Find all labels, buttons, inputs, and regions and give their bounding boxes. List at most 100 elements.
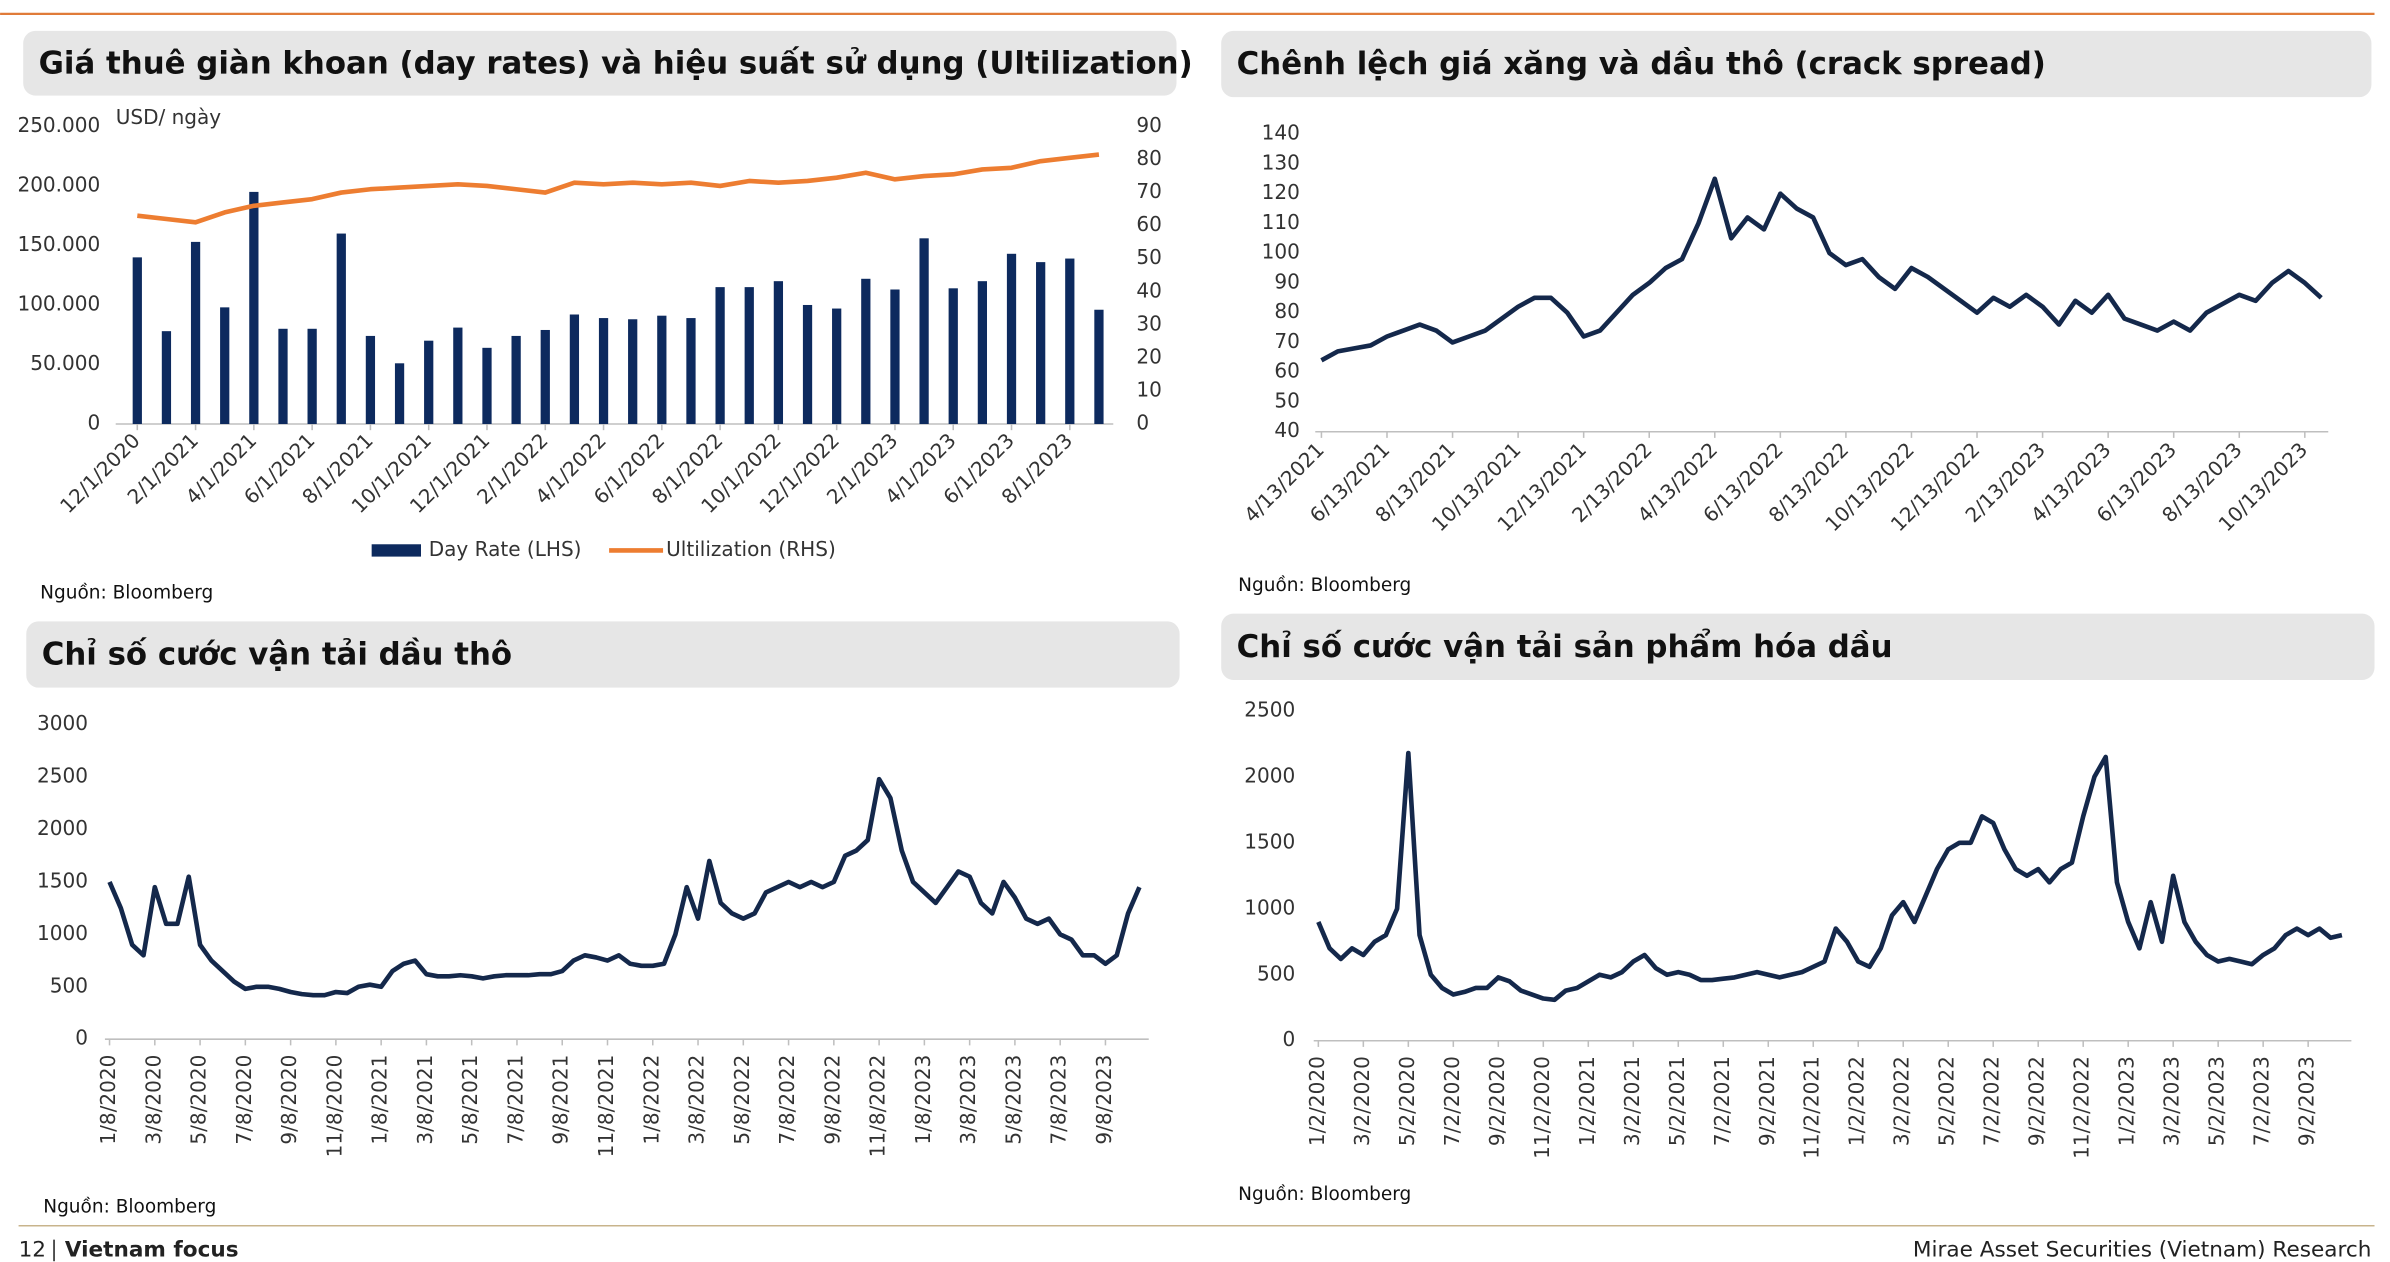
y2-tick-label: 10 bbox=[1136, 377, 1162, 401]
x-tick-label: 11/8/2021 bbox=[594, 1055, 618, 1158]
y-tick-label: 140 bbox=[1262, 121, 1300, 145]
x-tick-label: 11/8/2022 bbox=[866, 1055, 890, 1158]
bar bbox=[278, 328, 288, 425]
x-tick-label: 7/8/2020 bbox=[232, 1055, 256, 1145]
y-tick-label: 100 bbox=[1262, 240, 1300, 264]
bar bbox=[1094, 309, 1104, 425]
title-box bbox=[26, 621, 1180, 688]
x-tick-label: 3/2/2022 bbox=[1890, 1056, 1914, 1146]
x-tick-label: 11/8/2020 bbox=[322, 1055, 346, 1158]
x-tick-label: 1/2/2020 bbox=[1305, 1056, 1329, 1146]
y-tick-label: 500 bbox=[1257, 961, 1295, 985]
bar bbox=[161, 331, 172, 425]
y-tick-label: 1500 bbox=[1244, 829, 1295, 853]
y-tick-label: 0 bbox=[1282, 1027, 1295, 1051]
y-tick-label: 3000 bbox=[37, 711, 88, 735]
bar bbox=[132, 257, 142, 425]
x-tick-label: 5/8/2022 bbox=[730, 1055, 754, 1145]
source-note: Nguồn: Bloomberg bbox=[43, 1196, 216, 1217]
footer-publisher: Mirae Asset Securities (Vietnam) Researc… bbox=[1913, 1237, 2372, 1262]
y2-tick-label: 30 bbox=[1136, 311, 1162, 335]
legend-label: Ultilization (RHS) bbox=[666, 537, 836, 561]
bar bbox=[190, 241, 201, 425]
y2-tick-label: 20 bbox=[1136, 344, 1162, 368]
bar bbox=[890, 289, 900, 425]
y-tick-label: 150.000 bbox=[17, 232, 100, 256]
y2-tick-label: 70 bbox=[1136, 179, 1162, 203]
y2-tick-label: 40 bbox=[1136, 278, 1162, 302]
legend-swatch bbox=[371, 544, 421, 557]
x-tick-label: 11/2/2021 bbox=[1800, 1056, 1824, 1159]
data-line bbox=[1320, 176, 2323, 363]
bar bbox=[948, 288, 958, 425]
x-tick-label: 3/8/2022 bbox=[685, 1055, 709, 1145]
x-tick-label: 1/8/2022 bbox=[639, 1055, 663, 1145]
bar bbox=[453, 327, 463, 425]
y-tick-label: 90 bbox=[1274, 269, 1300, 293]
x-tick-label: 7/2/2021 bbox=[1710, 1056, 1734, 1146]
x-tick-label: 5/2/2022 bbox=[1935, 1056, 1959, 1146]
bar bbox=[1065, 258, 1075, 425]
source-note: Nguồn: Bloomberg bbox=[1238, 1184, 1411, 1205]
x-tick-label: 7/8/2021 bbox=[503, 1055, 527, 1145]
x-tick-label: 5/2/2020 bbox=[1395, 1056, 1419, 1146]
chart-title: Chỉ số cước vận tải sản phẩm hóa dầu bbox=[1237, 629, 1893, 665]
y2-tick-label: 90 bbox=[1136, 113, 1162, 137]
x-tick-label: 5/2/2023 bbox=[2205, 1056, 2229, 1146]
x-tick-label: 9/8/2020 bbox=[277, 1055, 301, 1145]
bar bbox=[482, 347, 492, 425]
bar bbox=[569, 314, 580, 425]
y-tick-label: 40 bbox=[1274, 418, 1300, 442]
chart-title: Chỉ số cước vận tải dầu thô bbox=[42, 637, 512, 673]
page-number: 12 bbox=[19, 1237, 46, 1262]
x-tick-label: 7/2/2022 bbox=[1980, 1056, 2004, 1146]
x-tick-label: 7/8/2022 bbox=[775, 1055, 799, 1145]
data-line bbox=[137, 152, 1100, 225]
y-tick-label: 60 bbox=[1274, 359, 1300, 383]
data-line bbox=[1316, 750, 2343, 1003]
bar bbox=[686, 318, 696, 425]
y-tick-label: 0 bbox=[75, 1026, 88, 1050]
footer-section: Vietnam focus bbox=[65, 1237, 239, 1262]
bar bbox=[540, 329, 550, 425]
x-tick-label: 11/2/2020 bbox=[1530, 1056, 1554, 1159]
bar bbox=[1006, 253, 1017, 425]
bar bbox=[249, 191, 259, 425]
y-tick-label: 0 bbox=[88, 411, 101, 435]
y-tick-label: 130 bbox=[1262, 150, 1300, 174]
y-tick-label: 2500 bbox=[1244, 697, 1295, 721]
x-tick-label: 3/8/2021 bbox=[413, 1055, 437, 1145]
bar bbox=[511, 335, 521, 425]
bar bbox=[628, 319, 638, 425]
x-tick-label: 5/8/2023 bbox=[1001, 1055, 1025, 1145]
x-tick-label: 1/8/2023 bbox=[911, 1055, 935, 1145]
y-axis-unit: USD/ ngày bbox=[116, 105, 222, 129]
y2-tick-label: 60 bbox=[1136, 212, 1162, 236]
bar bbox=[744, 287, 754, 425]
x-tick-label: 9/8/2023 bbox=[1092, 1055, 1116, 1145]
bar bbox=[424, 340, 434, 425]
y-tick-label: 1000 bbox=[37, 921, 88, 945]
y-tick-label: 70 bbox=[1274, 329, 1300, 353]
bar bbox=[715, 287, 725, 425]
x-tick-label: 5/8/2020 bbox=[187, 1055, 211, 1145]
bar bbox=[394, 363, 405, 425]
y2-tick-label: 80 bbox=[1136, 146, 1162, 170]
bar bbox=[657, 315, 667, 425]
bar bbox=[773, 281, 784, 425]
bar bbox=[832, 308, 842, 425]
x-tick-label: 12/1/2020 bbox=[55, 428, 145, 518]
legend-label: Day Rate (LHS) bbox=[429, 537, 582, 561]
source-note: Nguồn: Bloomberg bbox=[40, 583, 213, 604]
x-tick-label: 5/2/2021 bbox=[1665, 1056, 1689, 1146]
data-line bbox=[107, 776, 1142, 998]
x-tick-label: 3/2/2021 bbox=[1620, 1056, 1644, 1146]
bar bbox=[336, 233, 346, 425]
y-tick-label: 2000 bbox=[1244, 763, 1295, 787]
x-tick-label: 3/2/2020 bbox=[1350, 1056, 1374, 1146]
y-tick-label: 50.000 bbox=[30, 351, 100, 375]
x-tick-label: 3/8/2020 bbox=[141, 1055, 165, 1145]
y-tick-label: 250.000 bbox=[17, 113, 100, 137]
